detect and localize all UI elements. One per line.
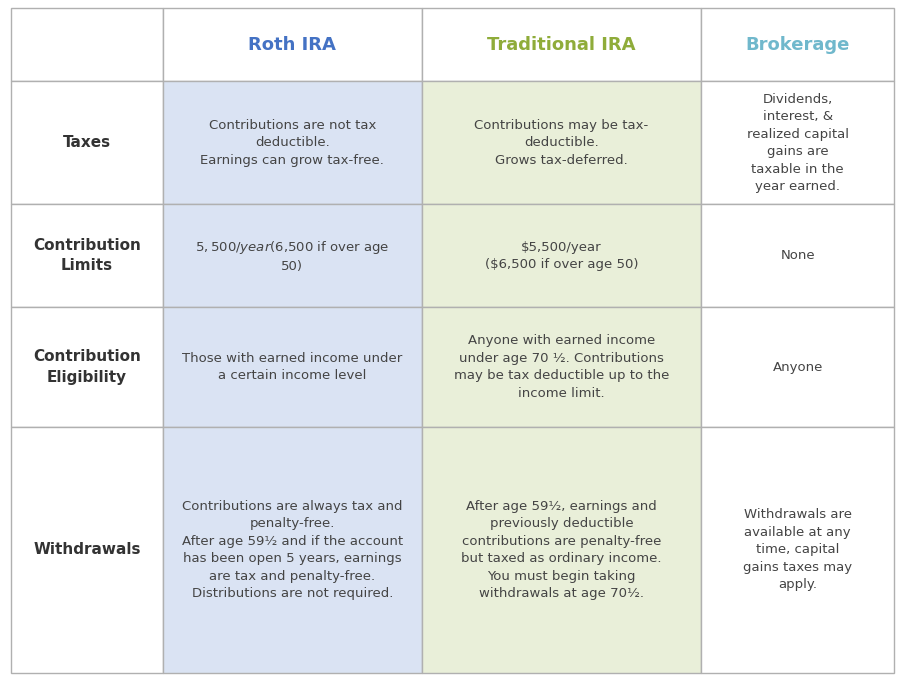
- Bar: [422, 81, 701, 204]
- Bar: [11, 427, 163, 673]
- Text: Anyone with earned income
under age 70 ½. Contributions
may be tax deductible up: Anyone with earned income under age 70 ½…: [453, 334, 669, 400]
- Text: Dividends,
interest, &
realized capital
gains are
taxable in the
year earned.: Dividends, interest, & realized capital …: [747, 93, 849, 193]
- Text: Anyone: Anyone: [773, 360, 823, 374]
- Text: Contributions may be tax-
deductible.
Grows tax-deferred.: Contributions may be tax- deductible. Gr…: [474, 118, 649, 167]
- Text: Contribution
Limits: Contribution Limits: [33, 238, 141, 274]
- Bar: [701, 81, 894, 204]
- Bar: [701, 427, 894, 673]
- Bar: [422, 427, 701, 673]
- Bar: [11, 204, 163, 307]
- Bar: [163, 81, 422, 204]
- Bar: [11, 81, 163, 204]
- Text: None: None: [780, 249, 815, 262]
- Bar: [422, 204, 701, 307]
- Text: Contribution
Eligibility: Contribution Eligibility: [33, 349, 141, 385]
- Text: Those with earned income under
a certain income level: Those with earned income under a certain…: [182, 352, 403, 382]
- Bar: [422, 8, 701, 81]
- Bar: [163, 8, 422, 81]
- Bar: [701, 204, 894, 307]
- Bar: [163, 427, 422, 673]
- Text: Traditional IRA: Traditional IRA: [487, 35, 635, 54]
- Bar: [11, 8, 163, 81]
- Text: Roth IRA: Roth IRA: [249, 35, 337, 54]
- Text: Contributions are always tax and
penalty-free.
After age 59½ and if the account
: Contributions are always tax and penalty…: [182, 500, 403, 600]
- Text: $5,500/year ($6,500 if over age
50): $5,500/year ($6,500 if over age 50): [195, 238, 389, 273]
- Bar: [163, 204, 422, 307]
- Text: Taxes: Taxes: [63, 136, 111, 151]
- Text: $5,500/year
($6,500 if over age 50): $5,500/year ($6,500 if over age 50): [485, 240, 638, 271]
- Text: Withdrawals are
available at any
time, capital
gains taxes may
apply.: Withdrawals are available at any time, c…: [743, 509, 853, 591]
- Bar: [701, 8, 894, 81]
- Text: Contributions are not tax
deductible.
Earnings can grow tax-free.: Contributions are not tax deductible. Ea…: [201, 118, 385, 167]
- Bar: [422, 307, 701, 427]
- Text: After age 59½, earnings and
previously deductible
contributions are penalty-free: After age 59½, earnings and previously d…: [462, 500, 662, 600]
- Bar: [701, 307, 894, 427]
- Text: Brokerage: Brokerage: [746, 35, 850, 54]
- Bar: [11, 307, 163, 427]
- Text: Withdrawals: Withdrawals: [33, 542, 141, 557]
- Bar: [163, 307, 422, 427]
